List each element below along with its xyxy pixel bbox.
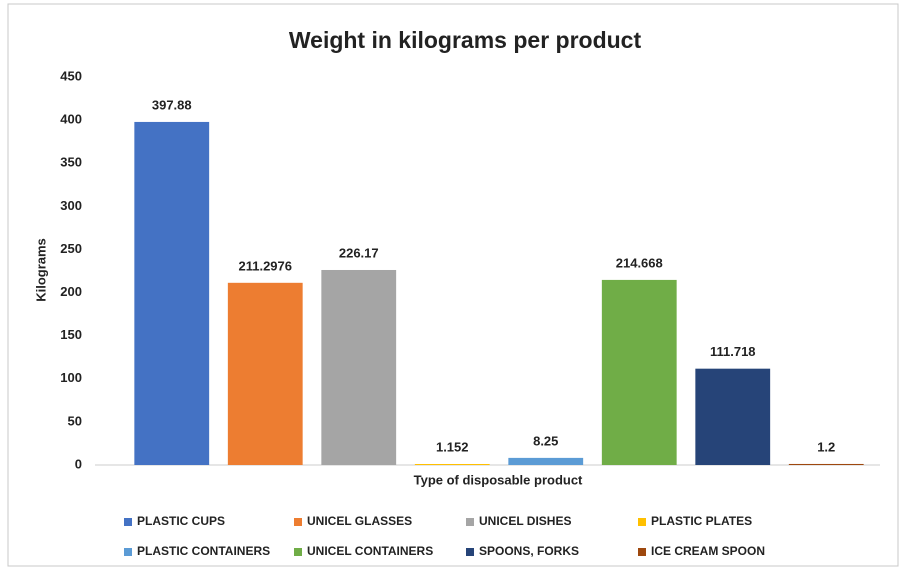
y-tick-label: 250 xyxy=(60,241,82,256)
legend-swatch xyxy=(124,548,132,556)
data-label: 397.88 xyxy=(152,97,192,112)
bar xyxy=(508,457,584,465)
data-label: 1.2 xyxy=(817,439,835,454)
data-label: 214.668 xyxy=(616,255,663,270)
legend-swatch xyxy=(638,518,646,526)
bar xyxy=(695,368,771,465)
y-axis-title: Kilograms xyxy=(33,238,48,302)
legend-label: UNICEL DISHES xyxy=(479,514,571,528)
bar xyxy=(321,269,397,465)
legend-swatch xyxy=(294,548,302,556)
data-label: 226.17 xyxy=(339,245,379,260)
legend-label: PLASTIC CONTAINERS xyxy=(137,544,270,558)
y-tick-label: 400 xyxy=(60,112,82,127)
y-tick-label: 150 xyxy=(60,327,82,342)
legend-label: PLASTIC PLATES xyxy=(651,514,752,528)
legend-swatch xyxy=(124,518,132,526)
bar xyxy=(601,279,677,465)
chart-title: Weight in kilograms per product xyxy=(289,27,642,53)
legend-label: PLASTIC CUPS xyxy=(137,514,225,528)
legend-swatch xyxy=(466,548,474,556)
legend-swatch xyxy=(638,548,646,556)
bar xyxy=(227,282,303,465)
y-tick-label: 100 xyxy=(60,370,82,385)
bar xyxy=(134,121,210,465)
legend-label: SPOONS, FORKS xyxy=(479,544,579,558)
legend-label: UNICEL GLASSES xyxy=(307,514,412,528)
legend-swatch xyxy=(466,518,474,526)
data-label: 211.2976 xyxy=(238,258,292,273)
legend-swatch xyxy=(294,518,302,526)
y-tick-label: 350 xyxy=(60,155,82,170)
legend-label: ICE CREAM SPOON xyxy=(651,544,765,558)
data-label: 8.25 xyxy=(533,433,558,448)
data-label: 111.718 xyxy=(710,344,756,359)
y-tick-label: 450 xyxy=(60,68,82,83)
x-axis-title: Type of disposable product xyxy=(414,472,583,487)
y-tick-label: 50 xyxy=(68,413,82,428)
legend-label: UNICEL CONTAINERS xyxy=(307,544,433,558)
y-tick-label: 200 xyxy=(60,284,82,299)
y-tick-label: 300 xyxy=(60,198,82,213)
bar xyxy=(414,464,490,465)
data-label: 1.152 xyxy=(436,439,469,454)
bar xyxy=(788,463,864,465)
y-tick-label: 0 xyxy=(75,456,82,471)
